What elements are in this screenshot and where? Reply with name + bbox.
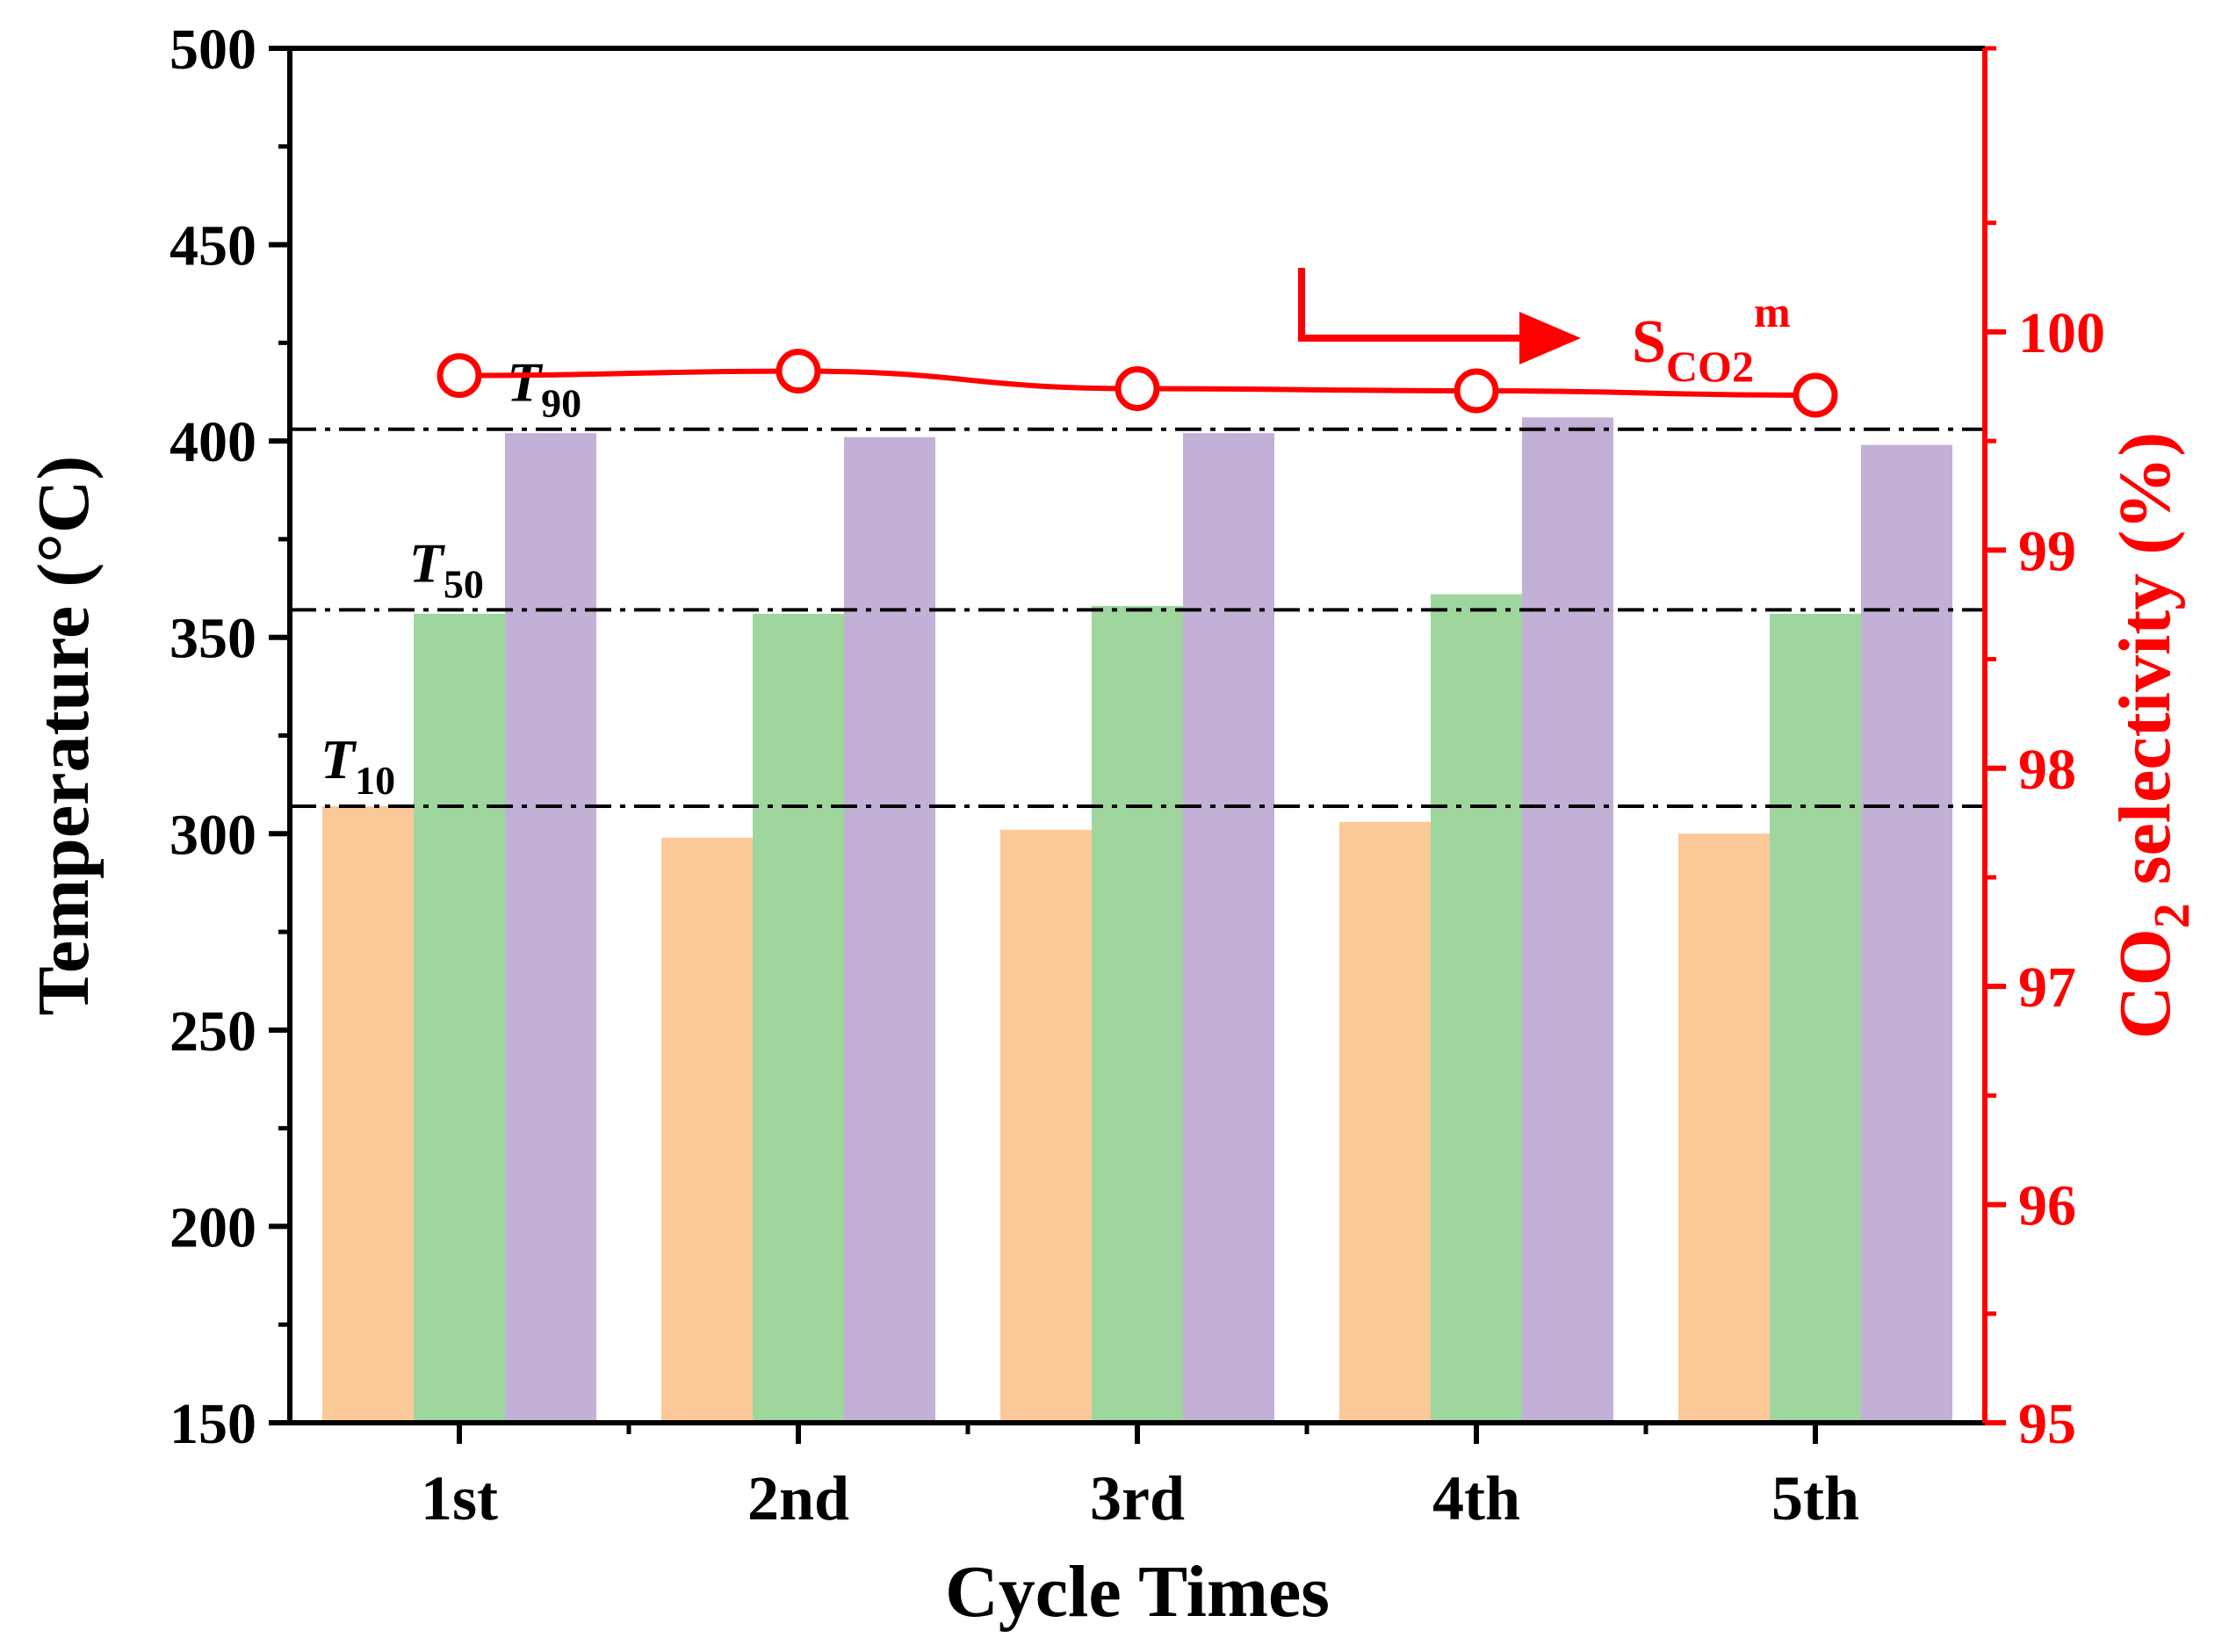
left-tick-label-200: 200 — [170, 1195, 256, 1259]
right-tick-label-96: 96 — [2018, 1174, 2076, 1238]
right-tick-label-98: 98 — [2018, 738, 2076, 802]
bar-t50-1st — [414, 613, 505, 1423]
left-tick-label-500: 500 — [170, 18, 256, 82]
bar-t90-5th — [1861, 444, 1952, 1424]
labels-group: 150 200 250 300 350 400 450 500 95 96 97 98 99 100 1st… — [23, 18, 2200, 1633]
bar-t90-3rd — [1183, 433, 1274, 1424]
x-tick-label-3rd: 3rd — [1090, 1463, 1185, 1533]
x-axis-title: Cycle Times — [945, 1551, 1330, 1633]
left-tick-label-350: 350 — [170, 607, 256, 671]
ref-label-t50: T50 — [409, 531, 484, 606]
selectivity-point-2nd — [776, 349, 821, 394]
ref-label-t10: T10 — [321, 728, 395, 803]
selectivity-point-4th — [1454, 368, 1499, 414]
axes-group — [269, 46, 2006, 1444]
bar-t90-4th — [1522, 417, 1613, 1423]
bar-t50-2nd — [753, 613, 844, 1423]
bar-t10-3rd — [1000, 829, 1092, 1423]
bar-t50-4th — [1431, 594, 1522, 1423]
right-tick-label-100: 100 — [2018, 301, 2105, 365]
selectivity-point-1st — [436, 353, 482, 399]
bar-t90-2nd — [844, 436, 935, 1424]
left-tick-label-150: 150 — [170, 1392, 256, 1456]
x-tick-label-2nd: 2nd — [747, 1463, 849, 1533]
bar-t10-5th — [1678, 833, 1770, 1423]
bar-t10-1st — [322, 805, 414, 1423]
left-tick-label-400: 400 — [170, 410, 256, 474]
x-tick-label-1st: 1st — [421, 1463, 498, 1533]
right-tick-label-99: 99 — [2018, 519, 2076, 583]
ref-label-t90: T90 — [507, 351, 581, 426]
right-tick-label-95: 95 — [2018, 1392, 2076, 1456]
selectivity-line-group: SCO2m — [436, 268, 1838, 418]
bars-group — [322, 417, 1952, 1424]
right-tick-label-97: 97 — [2018, 956, 2076, 1020]
selectivity-point-5th — [1793, 372, 1838, 418]
bar-t10-2nd — [661, 837, 753, 1423]
y-axis-title: Temperature (°C) — [23, 456, 105, 1016]
annotation-arrowhead — [1519, 312, 1581, 364]
x-tick-label-4th: 4th — [1432, 1463, 1520, 1533]
annotation-arrow-line — [1298, 268, 1528, 342]
selectivity-point-3rd — [1115, 366, 1160, 412]
left-tick-label-250: 250 — [170, 999, 256, 1064]
y2-axis-title: CO2 selectivity (%) — [2104, 432, 2200, 1039]
bar-t50-3rd — [1092, 605, 1183, 1423]
bar-t50-5th — [1770, 613, 1861, 1423]
bar-t10-4th — [1339, 821, 1431, 1423]
bar-t90-1st — [505, 433, 596, 1424]
annotation-label: SCO2m — [1632, 287, 1791, 391]
x-tick-label-5th: 5th — [1771, 1463, 1859, 1533]
reference-lines: T10 T50 T90 — [290, 351, 1985, 808]
left-tick-label-450: 450 — [170, 214, 256, 278]
left-tick-label-300: 300 — [170, 803, 256, 867]
